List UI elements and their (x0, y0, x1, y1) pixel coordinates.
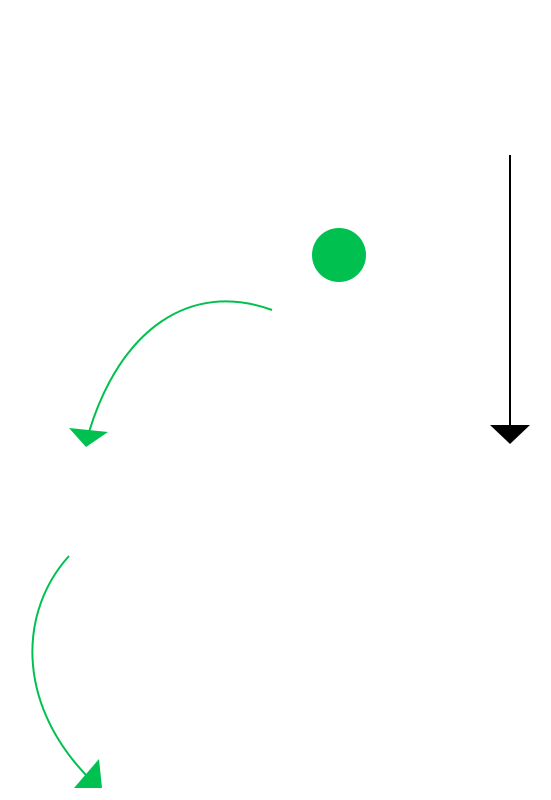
vertical-arrow-down (490, 155, 530, 444)
green-dot (312, 228, 366, 282)
curved-arrow-upper-shaft (88, 300, 273, 433)
curved-arrow-lower-shaft (31, 555, 87, 776)
curved-arrow-upper (69, 300, 273, 447)
curved-arrow-upper-head (69, 428, 108, 447)
curved-arrow-lower-head (74, 759, 102, 788)
curved-arrow-lower (31, 555, 102, 788)
vertical-arrow-down-head (490, 425, 530, 444)
